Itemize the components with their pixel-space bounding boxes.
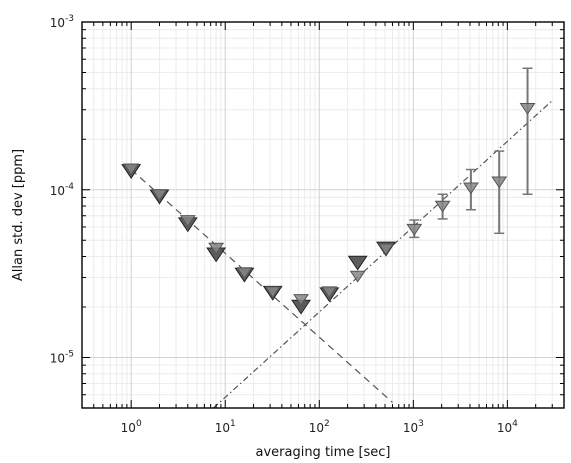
x-tick-label: 101	[215, 419, 236, 435]
data-point-marker	[321, 286, 338, 299]
y-axis-label: Allan std. dev [ppm]	[11, 149, 26, 281]
fit-line-ascending	[213, 100, 553, 408]
data-point-marker	[519, 102, 536, 115]
x-tick-label: 103	[403, 419, 424, 435]
y-tick-label: 10-5	[50, 350, 74, 366]
fit-line-descending	[130, 169, 393, 403]
data-point-marker	[434, 200, 451, 213]
data-point-marker	[151, 189, 168, 202]
x-tick-label: 100	[121, 419, 142, 435]
data-point-marker	[349, 270, 366, 283]
axis-ticks	[81, 21, 565, 409]
y-tick-label: 10-4	[50, 182, 75, 198]
data-point-marker	[378, 243, 394, 256]
x-tick-label: 102	[309, 419, 330, 435]
y-tick-labels: 10-5 10-4 10-3	[50, 14, 75, 366]
data-point-marker	[462, 182, 479, 195]
plot-frame	[81, 21, 565, 409]
data-point-marker	[236, 267, 253, 280]
x-tick-labels: 100 101 102 103 104	[121, 419, 518, 435]
y-tick-label: 10-3	[50, 14, 74, 30]
data-point-marker	[264, 286, 281, 299]
data-point-marker	[491, 176, 508, 189]
data-point-marker	[293, 294, 309, 306]
major-grid	[82, 21, 564, 408]
data-point-marker	[208, 242, 225, 255]
data-point-marker	[406, 223, 423, 236]
error-bars	[409, 67, 533, 239]
data-markers	[121, 102, 536, 315]
x-axis-label: averaging time [sec]	[255, 445, 390, 460]
data-point-marker	[123, 163, 140, 176]
data-point-marker	[347, 255, 368, 271]
minor-grid	[81, 22, 565, 409]
fit-lines	[130, 100, 553, 408]
x-tick-label: 104	[497, 419, 518, 435]
data-point-marker	[179, 215, 196, 228]
